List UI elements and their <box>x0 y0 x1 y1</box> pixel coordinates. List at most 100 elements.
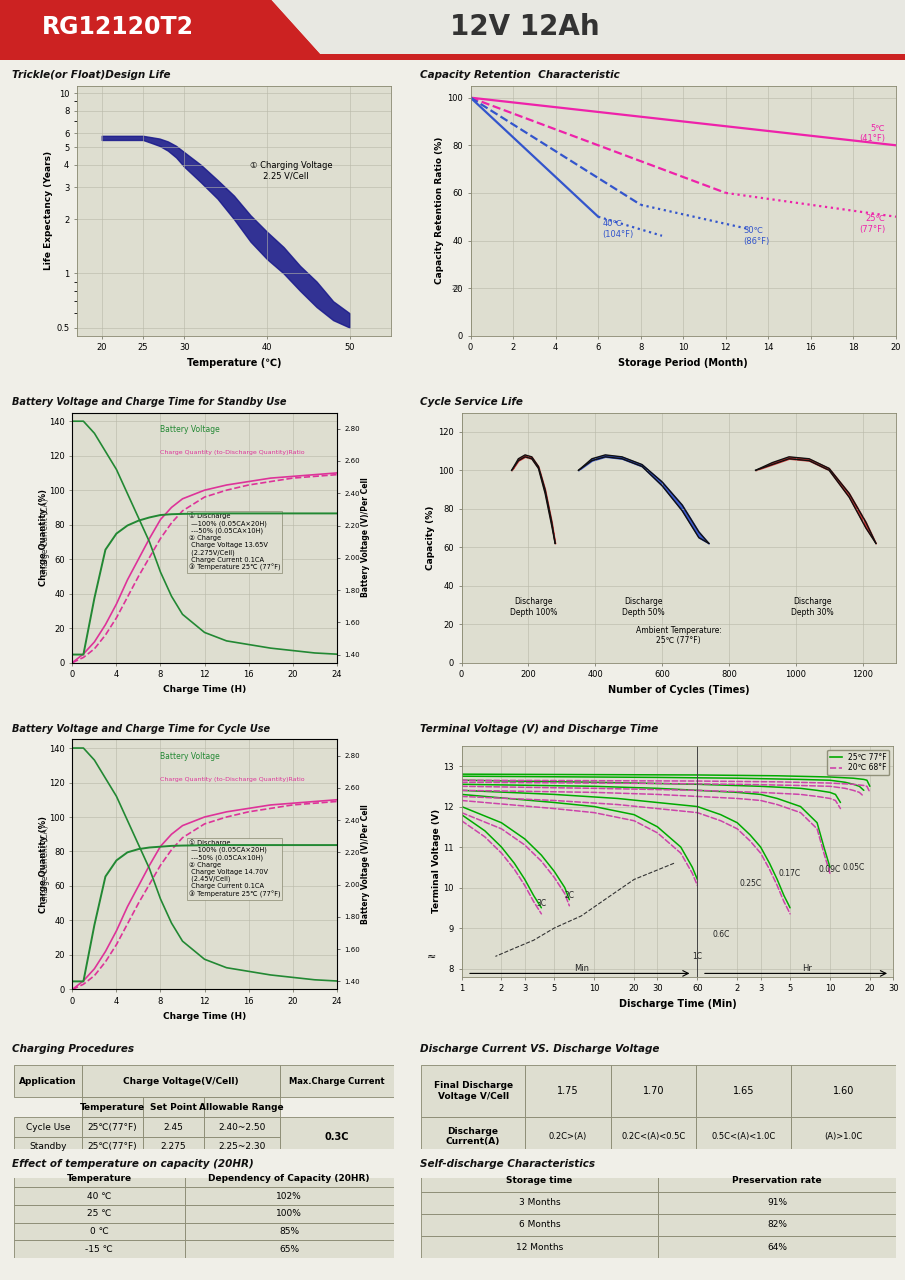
Bar <box>525 1117 611 1156</box>
Bar <box>421 1170 659 1192</box>
Text: Trickle(or Float)Design Life: Trickle(or Float)Design Life <box>12 70 171 79</box>
Bar <box>791 1117 896 1156</box>
Bar <box>280 1065 394 1097</box>
Y-axis label: Capacity (%): Capacity (%) <box>426 506 435 570</box>
X-axis label: Charge Time (H): Charge Time (H) <box>163 1011 246 1020</box>
Bar <box>421 1117 525 1156</box>
Bar <box>185 1188 394 1204</box>
Text: Battery Voltage and Charge Time for Standby Use: Battery Voltage and Charge Time for Stan… <box>12 397 287 407</box>
Text: Discharge
Current(A): Discharge Current(A) <box>446 1128 500 1147</box>
Bar <box>697 1065 791 1117</box>
Bar <box>204 1117 280 1137</box>
Text: 0 ℃: 0 ℃ <box>90 1228 109 1236</box>
Text: 0.17C: 0.17C <box>779 869 801 878</box>
Text: 1.70: 1.70 <box>643 1087 664 1096</box>
Text: 25℃
(77°F): 25℃ (77°F) <box>859 214 885 234</box>
Text: 85%: 85% <box>279 1228 300 1236</box>
Text: Terminal Voltage (V) and Discharge Time: Terminal Voltage (V) and Discharge Time <box>420 723 659 733</box>
Text: 20: 20 <box>451 285 460 291</box>
Text: (A)>1.0C: (A)>1.0C <box>824 1133 862 1142</box>
Text: Storage time: Storage time <box>507 1176 573 1185</box>
Bar <box>82 1117 143 1137</box>
Text: 2.40~2.50: 2.40~2.50 <box>218 1123 265 1132</box>
Y-axis label: Charge Quantity (%): Charge Quantity (%) <box>39 489 48 586</box>
Bar <box>14 1240 185 1258</box>
Bar <box>14 1188 185 1204</box>
Text: 25℃(77°F): 25℃(77°F) <box>88 1142 138 1151</box>
Text: Charge Current (CA): Charge Current (CA) <box>41 499 50 576</box>
Text: 5℃
(41°F): 5℃ (41°F) <box>860 123 885 143</box>
Y-axis label: Battery Voltage (V)/Per Cell: Battery Voltage (V)/Per Cell <box>361 477 370 598</box>
Bar <box>697 1117 791 1156</box>
Text: 2C: 2C <box>565 891 575 900</box>
X-axis label: Discharge Time (Min): Discharge Time (Min) <box>618 998 737 1009</box>
Text: 102%: 102% <box>276 1192 302 1201</box>
Bar <box>82 1097 143 1117</box>
Text: Charging Procedures: Charging Procedures <box>12 1044 134 1055</box>
Text: -15 ℃: -15 ℃ <box>85 1245 113 1254</box>
Text: 82%: 82% <box>767 1220 787 1230</box>
Text: Preservation rate: Preservation rate <box>732 1176 822 1185</box>
Text: Cycle Service Life: Cycle Service Life <box>420 397 523 407</box>
Text: 2.275: 2.275 <box>160 1142 186 1151</box>
Text: Battery Voltage: Battery Voltage <box>159 751 219 760</box>
Text: 6 Months: 6 Months <box>519 1220 560 1230</box>
Text: 64%: 64% <box>767 1243 787 1252</box>
Text: 1.60: 1.60 <box>833 1087 854 1096</box>
Text: Hr: Hr <box>802 964 812 973</box>
Text: 3 Months: 3 Months <box>519 1198 560 1207</box>
Bar <box>525 1065 611 1117</box>
Bar <box>14 1204 185 1222</box>
Text: 25 ℃: 25 ℃ <box>87 1210 111 1219</box>
Text: 40 ℃: 40 ℃ <box>87 1192 111 1201</box>
Text: Allowable Range: Allowable Range <box>199 1102 284 1112</box>
Text: Charge Quantity (to-Discharge Quantity)Ratio: Charge Quantity (to-Discharge Quantity)R… <box>159 777 304 782</box>
Text: 12V 12Ah: 12V 12Ah <box>450 13 600 41</box>
Text: RG12120T2: RG12120T2 <box>42 15 194 40</box>
Bar <box>14 1065 82 1097</box>
Bar <box>659 1213 896 1236</box>
Text: Self-discharge Characteristics: Self-discharge Characteristics <box>420 1160 595 1169</box>
Text: Set Point: Set Point <box>150 1102 196 1112</box>
Text: Effect of temperature on capacity (20HR): Effect of temperature on capacity (20HR) <box>12 1160 254 1169</box>
Text: Application: Application <box>19 1076 77 1085</box>
Text: Min: Min <box>574 964 589 973</box>
Text: 0.05C: 0.05C <box>843 863 864 872</box>
Bar <box>791 1065 896 1117</box>
Bar <box>143 1117 204 1137</box>
Bar <box>204 1137 280 1156</box>
Bar <box>421 1065 525 1117</box>
X-axis label: Storage Period (Month): Storage Period (Month) <box>618 358 748 367</box>
Y-axis label: Life Expectancy (Years): Life Expectancy (Years) <box>44 151 53 270</box>
Text: ① Discharge
 —100% (0.05CA×20H)
 ---50% (0.05CA×10H)
② Charge
 Charge Voltage 13: ① Discharge —100% (0.05CA×20H) ---50% (0… <box>188 512 281 571</box>
Bar <box>659 1192 896 1213</box>
Polygon shape <box>272 0 905 60</box>
Bar <box>185 1170 394 1188</box>
Text: 0.2C>(A): 0.2C>(A) <box>549 1133 587 1142</box>
Text: Charge Voltage(V/Cell): Charge Voltage(V/Cell) <box>123 1076 239 1085</box>
Bar <box>14 1170 185 1188</box>
Text: 0.09C: 0.09C <box>819 865 841 874</box>
Text: 0.5C<(A)<1.0C: 0.5C<(A)<1.0C <box>712 1133 776 1142</box>
Bar <box>143 1097 204 1117</box>
Text: Cycle Use: Cycle Use <box>25 1123 70 1132</box>
Legend: 25℃ 77°F, 20℃ 68°F: 25℃ 77°F, 20℃ 68°F <box>827 750 890 776</box>
Text: 0.3C: 0.3C <box>324 1132 349 1142</box>
Text: 2.25~2.30: 2.25~2.30 <box>218 1142 265 1151</box>
Text: 3C: 3C <box>537 900 547 909</box>
Text: 0.2C<(A)<0.5C: 0.2C<(A)<0.5C <box>622 1133 686 1142</box>
Text: 0.25C: 0.25C <box>739 879 761 888</box>
Bar <box>421 1213 659 1236</box>
Text: Temperature: Temperature <box>67 1174 131 1183</box>
Text: 12 Months: 12 Months <box>516 1243 563 1252</box>
Bar <box>14 1222 185 1240</box>
Text: Final Discharge
Voltage V/Cell: Final Discharge Voltage V/Cell <box>433 1082 512 1101</box>
Text: Charge Current (CA): Charge Current (CA) <box>41 826 50 904</box>
Bar <box>82 1137 143 1156</box>
Bar <box>421 1192 659 1213</box>
Text: 2.45: 2.45 <box>163 1123 183 1132</box>
Text: 1.75: 1.75 <box>557 1087 579 1096</box>
Bar <box>143 1137 204 1156</box>
Bar <box>185 1204 394 1222</box>
Text: ① Charging Voltage
     2.25 V/Cell: ① Charging Voltage 2.25 V/Cell <box>250 161 332 180</box>
